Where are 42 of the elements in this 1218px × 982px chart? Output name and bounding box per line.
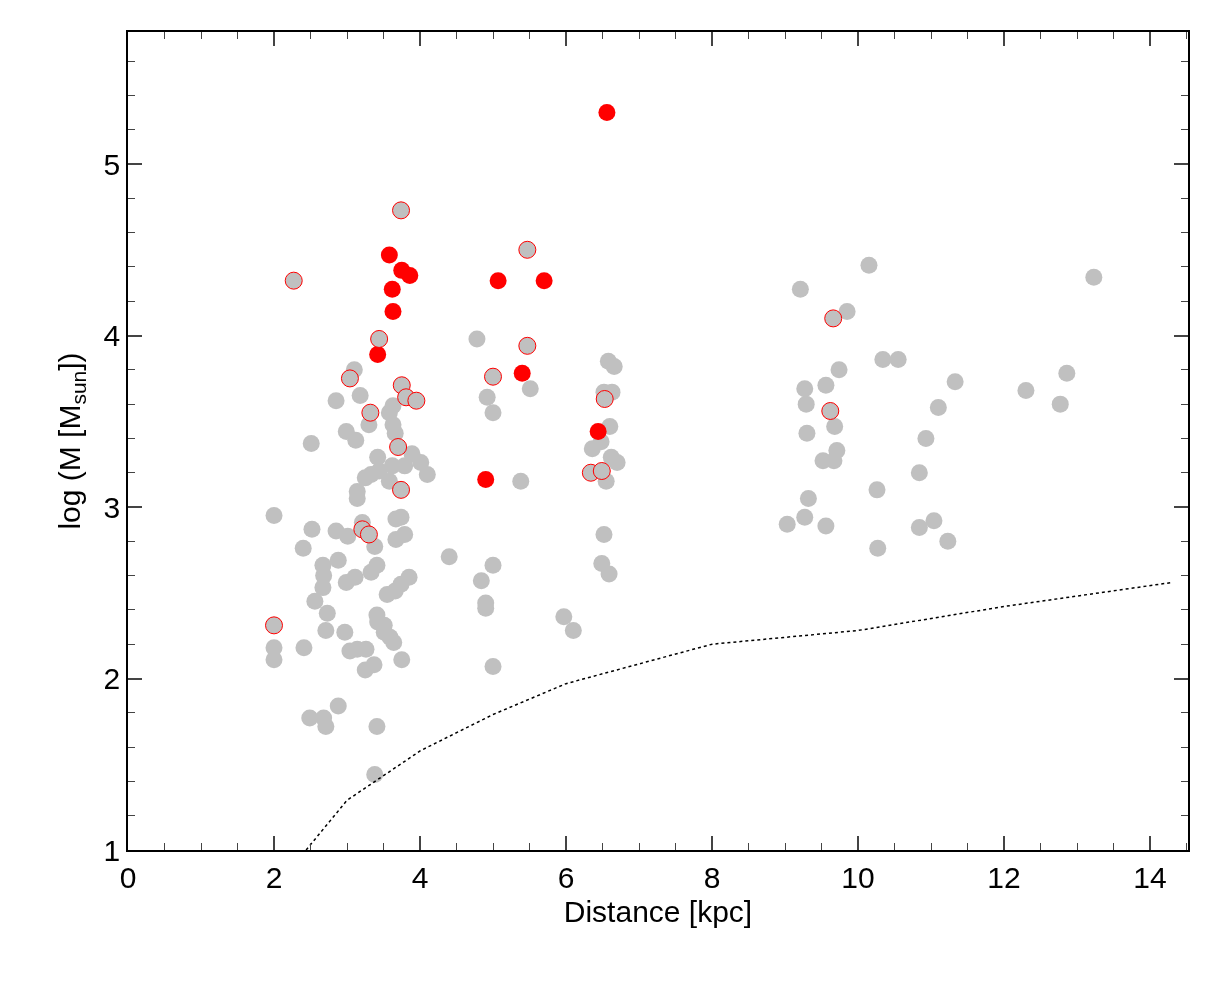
point xyxy=(392,480,411,499)
point xyxy=(401,267,419,284)
point xyxy=(518,240,537,259)
x-tick-label: 10 xyxy=(841,860,875,894)
x-tick-label: 0 xyxy=(119,860,137,894)
point xyxy=(389,438,408,456)
point xyxy=(518,336,537,355)
point xyxy=(821,401,840,420)
point xyxy=(592,462,611,480)
point xyxy=(369,345,387,363)
y-tick-label: 4 xyxy=(103,319,121,353)
x-tick-label: 14 xyxy=(1133,860,1167,894)
x-tick-label: 12 xyxy=(987,860,1021,894)
point xyxy=(384,303,402,321)
y-tick-label: 2 xyxy=(103,662,121,696)
y-tick-label: 3 xyxy=(103,490,121,524)
point xyxy=(407,391,426,410)
point xyxy=(370,329,389,348)
point xyxy=(265,616,284,635)
point xyxy=(340,369,359,388)
point xyxy=(535,272,553,290)
point xyxy=(392,201,411,220)
x-tick-label: 4 xyxy=(411,860,429,894)
point xyxy=(598,104,616,122)
y-tick-label: 1 xyxy=(103,833,121,867)
point xyxy=(359,525,378,544)
point xyxy=(380,246,398,264)
point xyxy=(477,471,495,489)
x-tick-label: 8 xyxy=(703,860,721,894)
x-tick-label: 6 xyxy=(557,860,575,894)
point xyxy=(513,364,531,382)
point xyxy=(284,271,303,290)
point xyxy=(824,309,843,328)
point xyxy=(484,367,503,386)
point xyxy=(589,423,607,441)
point xyxy=(383,280,401,298)
x-tick-label: 2 xyxy=(265,860,283,894)
point xyxy=(595,389,614,408)
y-tick-label: 5 xyxy=(103,147,121,181)
point xyxy=(489,272,507,290)
x-axis-title: Distance [kpc] xyxy=(563,894,753,928)
point xyxy=(361,403,380,422)
